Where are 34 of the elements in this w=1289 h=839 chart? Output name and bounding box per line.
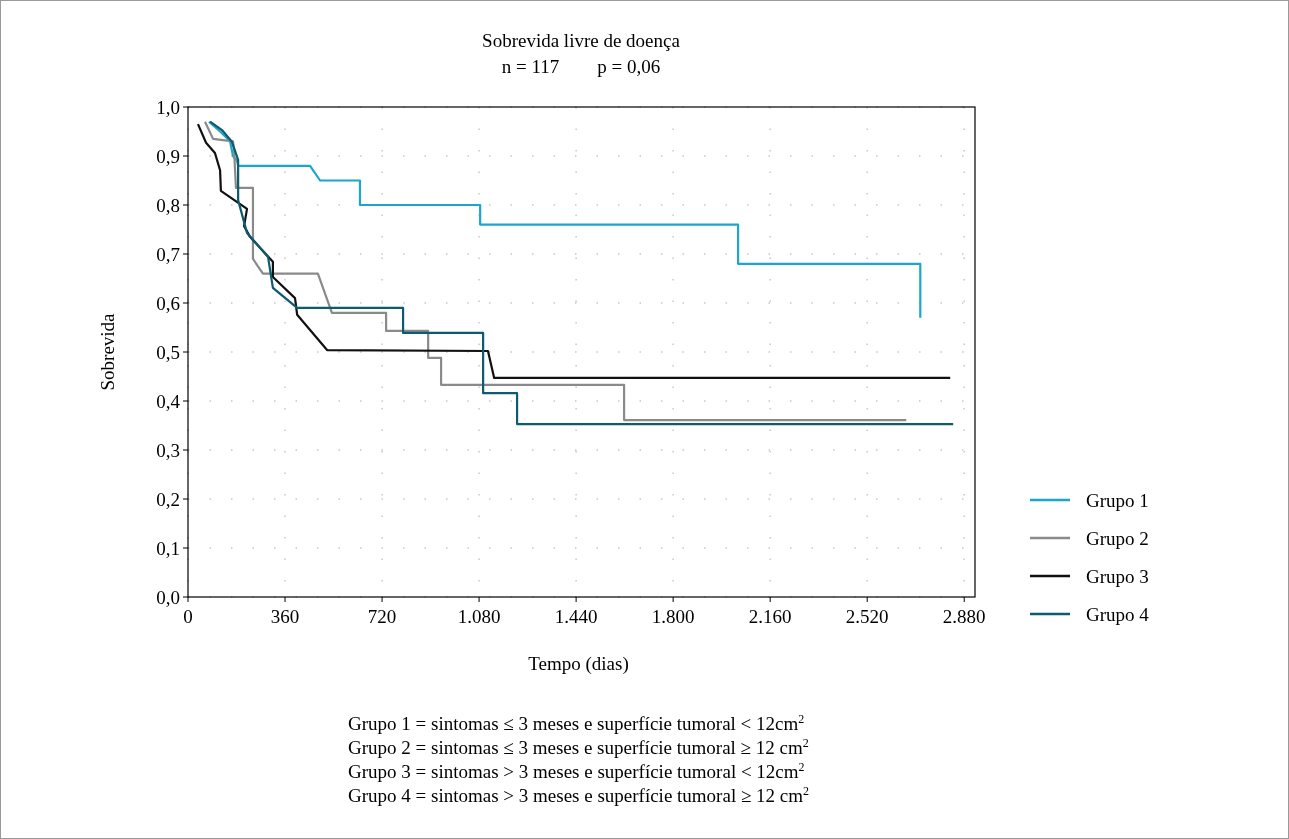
y-tick-label: 0,7 xyxy=(156,243,180,265)
y-tick-label: 0,5 xyxy=(156,341,180,363)
y-tick-label: 0,6 xyxy=(156,292,180,314)
line-series xyxy=(207,120,922,319)
text: Grupo 4 = sintomas > 3 meses e superfície tumoral ≥ 12 cm$^{2}$ xyxy=(348,784,810,806)
y-tick-label: 0,1 xyxy=(156,537,180,559)
x-tick-label: 1.440 xyxy=(554,606,598,627)
x-axis-title: Tempo (dias) xyxy=(528,653,629,675)
x-tick-label: 1.080 xyxy=(457,606,501,627)
legend-label: Grupo 2 xyxy=(1086,527,1149,549)
y-tick-label: 1,0 xyxy=(156,96,180,118)
chart-title: Sobrevida livre de doença xyxy=(482,30,681,51)
x-tick-label: 2.520 xyxy=(845,606,889,627)
x-tick-label: 2.160 xyxy=(748,606,792,627)
y-tick-label: 0,4 xyxy=(156,390,181,412)
y-axis-title: Sobrevida xyxy=(97,312,118,391)
legend-label: Grupo 4 xyxy=(1086,603,1150,625)
text: Grupo 2 = sintomas ≤ 3 meses e superfície tumoral ≥ 12 cm$^{2}$ xyxy=(348,736,809,758)
chart-subtitle: n = 117 p = 0,06 xyxy=(501,56,661,77)
x-tick-label: 360 xyxy=(270,606,300,627)
legend-label: Grupo 3 xyxy=(1086,565,1149,587)
y-tick-label: 0,8 xyxy=(156,194,180,216)
text: Grupo 1 = sintomas ≤ 3 meses e superfície tumoral < 12cm$^{2}$ xyxy=(348,712,805,734)
x-tick-label: 1.800 xyxy=(651,606,695,627)
y-tick-label: 0,9 xyxy=(156,145,180,167)
x-tick-label: 0 xyxy=(183,606,193,627)
y-tick-label: 0,0 xyxy=(156,586,180,608)
y-tick-label: 0,2 xyxy=(156,488,180,510)
legend-label: Grupo 1 xyxy=(1086,489,1149,511)
line-series xyxy=(196,123,952,380)
x-tick-label: 2.880 xyxy=(942,606,986,627)
x-tick-label: 720 xyxy=(367,606,397,627)
text: Grupo 3 = sintomas > 3 meses e superfície tumoral < 12cm$^{2}$ xyxy=(348,760,805,782)
y-tick-label: 0,3 xyxy=(156,439,180,461)
